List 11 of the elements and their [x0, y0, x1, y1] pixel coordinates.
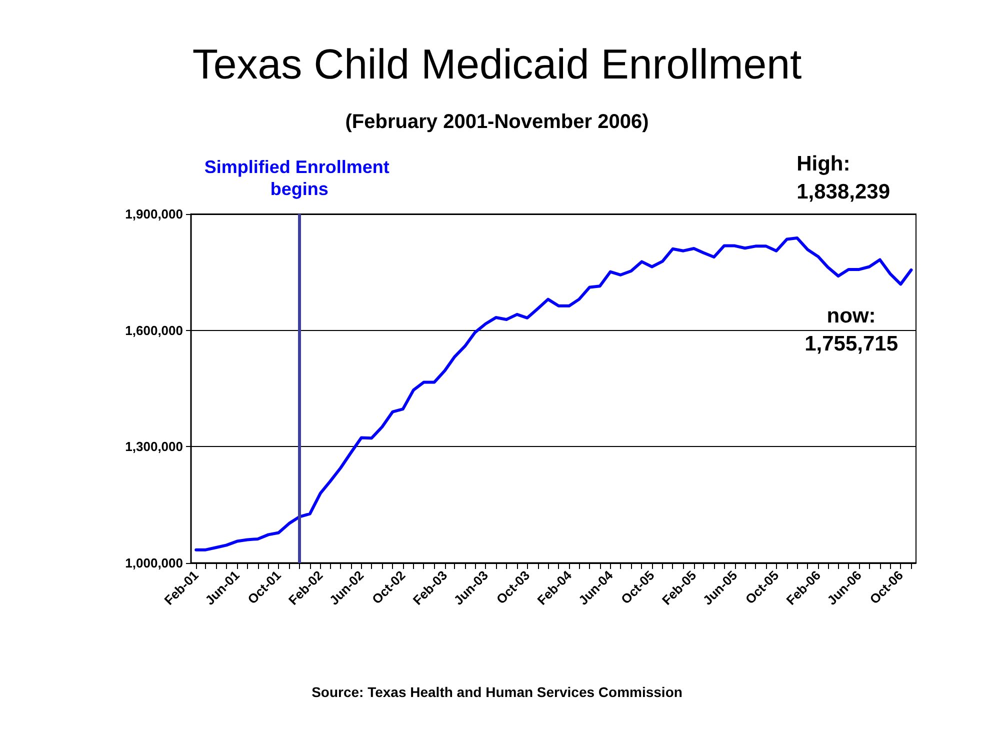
line-series: [194, 236, 913, 552]
y-tick-label: 1,600,000: [125, 322, 183, 338]
y-tick-label: 1,300,000: [125, 439, 183, 454]
y-tick-label: 1,000,000: [125, 556, 183, 570]
y-tick-label: 1,900,000: [125, 206, 183, 222]
chart-title: Texas Child Medicaid Enrollment: [192, 40, 802, 88]
text: High: 1,838,239: [796, 152, 890, 204]
source-note: Source: Texas Health and Human Services Commission: [312, 684, 682, 700]
ref-line-label: Simplified Enrollment begins: [204, 157, 394, 199]
chart-subtitle: (February 2001-November 2006): [345, 111, 649, 133]
annotation: now: 1,755,715: [804, 304, 898, 356]
